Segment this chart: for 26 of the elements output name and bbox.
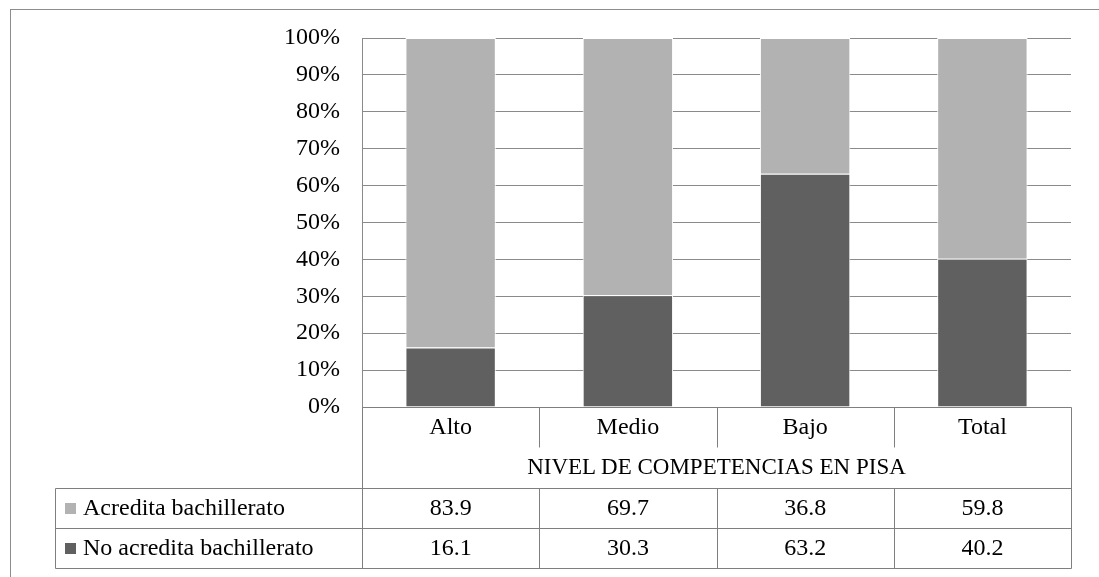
data-label: 16.1 [429,534,472,561]
y-tick-label: 100% [284,23,340,50]
y-tick-label: 20% [296,318,340,345]
y-tick-label: 50% [296,207,340,234]
y-tick-label: 90% [296,60,340,87]
data-label: 59.8 [961,494,1004,521]
x-tick-label: Alto [429,413,472,440]
legend-label: No acredita bachillerato [83,534,314,561]
data-label: 69.7 [606,494,649,521]
y-tick-label: 0% [308,392,340,419]
x-tick-label: Bajo [782,413,828,440]
y-tick-label: 10% [296,355,340,382]
data-label: 83.9 [429,494,472,521]
y-tick-label: 70% [296,134,340,160]
x-tick-label: Medio [596,413,660,440]
y-tick-label: 40% [296,244,340,271]
data-label: 30.3 [606,534,649,561]
x-tick-label: Total [957,413,1008,440]
y-tick-label: 60% [296,170,340,197]
data-label: 40.2 [961,534,1004,561]
data-label: 63.2 [784,534,827,561]
y-tick-label: 30% [296,281,340,308]
y-tick-label: 80% [296,97,340,124]
x-axis-title: NIVEL DE COMPETENCIAS EN PISA [527,454,907,480]
data-label: 36.8 [784,494,827,521]
legend-label: Acredita bachillerato [83,494,285,521]
